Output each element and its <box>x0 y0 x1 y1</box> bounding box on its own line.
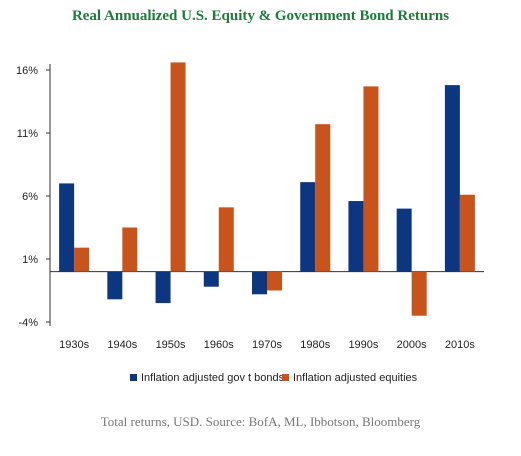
bar-bonds-1960s <box>203 271 219 287</box>
x-tick-label: 2000s <box>397 339 427 351</box>
bar-bonds-2000s <box>396 208 412 272</box>
bar-equities-2000s <box>411 271 427 316</box>
bar-equities-1980s <box>315 124 331 272</box>
bar-bonds-1970s <box>252 271 267 295</box>
legend-label-equities: Inflation adjusted equities <box>293 372 418 384</box>
bar-equities-1930s <box>74 247 90 272</box>
y-tick-label: 6% <box>22 191 38 203</box>
x-tick-label: 2010s <box>445 339 475 351</box>
bar-bonds-2010s <box>444 85 460 272</box>
bar-bonds-1940s <box>107 271 123 300</box>
x-tick-labels: 1930s 1940s 1950s 1960s 1970s 1980s 1990s 2000s… <box>59 339 475 351</box>
legend-swatch-equities <box>282 374 289 381</box>
chart-legend: Inflation adjusted gov t bonds Inflation … <box>130 372 418 384</box>
y-tick-label: -4% <box>18 317 38 329</box>
bar-bonds-1980s <box>300 182 316 272</box>
bar-equities-1970s <box>267 271 282 291</box>
bar-equities-1950s <box>170 62 186 272</box>
bar-equities-1990s <box>363 86 379 272</box>
chart-title: Real Annualized U.S. Equity & Government… <box>71 8 450 24</box>
legend-swatch-bonds <box>130 374 137 381</box>
source-note: Total returns, USD. Source: BofA, ML, Ib… <box>100 414 421 429</box>
chart-bars <box>59 62 475 316</box>
bar-equities-1940s <box>122 227 138 272</box>
y-tick-labels: 16% 11% 6% 1% -4% <box>16 65 38 329</box>
x-tick-label: 1970s <box>252 339 282 351</box>
x-tick-label: 1950s <box>156 339 186 351</box>
y-tick-label: 1% <box>22 254 38 266</box>
bar-bonds-1990s <box>348 201 364 272</box>
legend-label-bonds: Inflation adjusted gov t bonds <box>141 372 285 384</box>
x-tick-label: 1940s <box>107 339 137 351</box>
x-tick-label: 1980s <box>300 339 330 351</box>
bar-bonds-1930s <box>59 183 75 272</box>
x-tick-label: 1960s <box>204 339 234 351</box>
x-tick-label: 1990s <box>348 339 378 351</box>
bar-equities-2010s <box>459 194 475 272</box>
bar-bonds-1950s <box>155 271 171 304</box>
bar-equities-1960s <box>218 207 234 272</box>
y-tick-label: 11% <box>17 128 38 140</box>
x-tick-label: 1930s <box>59 339 89 351</box>
y-tick-label: 16% <box>16 65 38 77</box>
